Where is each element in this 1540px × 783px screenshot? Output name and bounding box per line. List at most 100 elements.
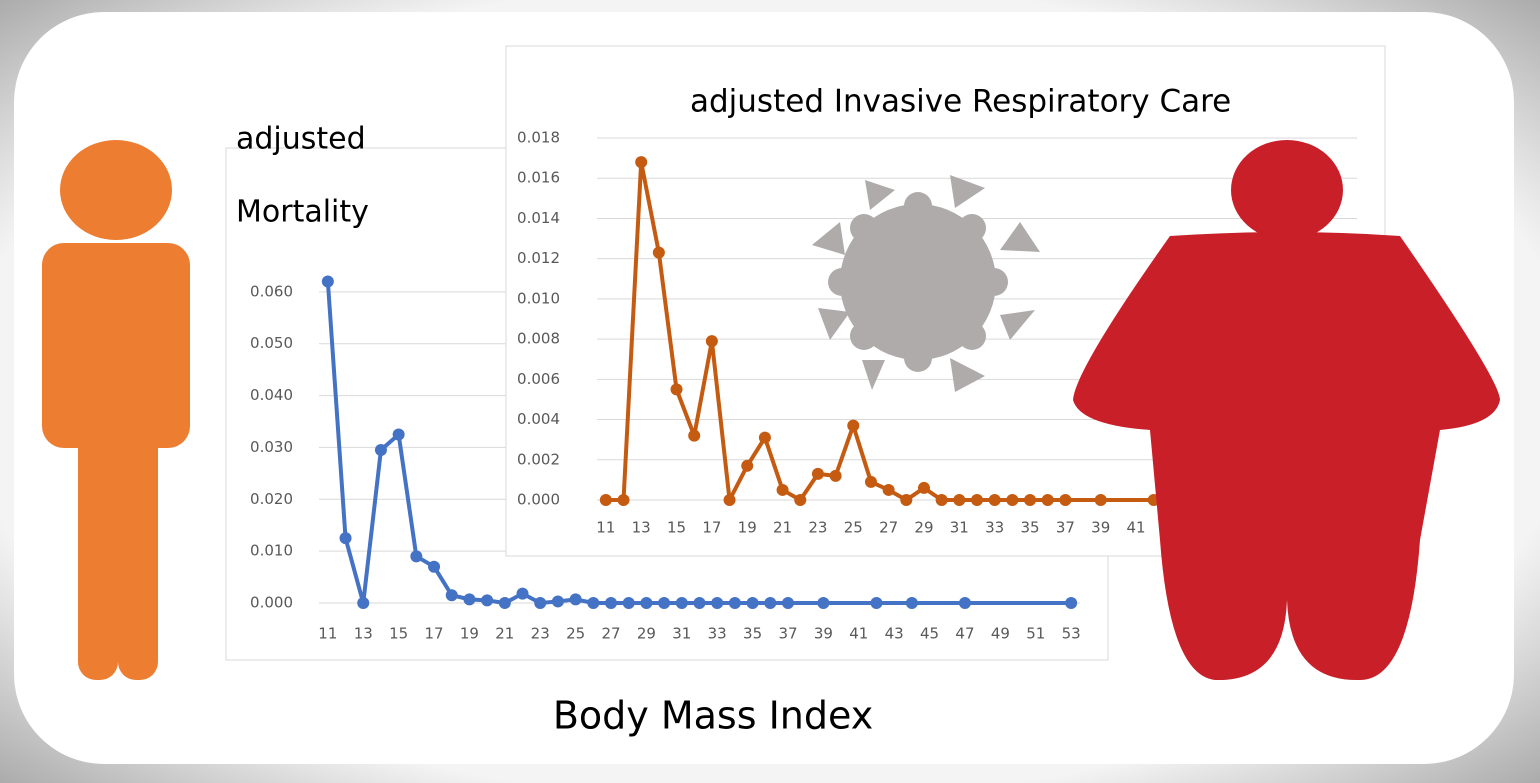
data-point <box>989 494 1001 506</box>
x-tick-label: 13 <box>632 519 651 537</box>
x-tick-label: 31 <box>950 519 969 537</box>
data-point <box>587 597 599 609</box>
x-tick-label: 39 <box>1091 519 1110 537</box>
page: {"chart_data": [ {"type": "line", "title… <box>0 0 1540 783</box>
x-tick-label: 31 <box>672 625 691 643</box>
x-tick-label: 49 <box>991 625 1010 643</box>
data-point <box>640 597 652 609</box>
chart-title: adjusted <box>236 122 366 157</box>
data-point <box>747 597 759 609</box>
data-point <box>676 597 688 609</box>
y-tick-label: 0.030 <box>250 438 293 456</box>
data-point <box>1024 494 1036 506</box>
y-tick-label: 0.004 <box>517 410 560 428</box>
data-point <box>900 494 912 506</box>
data-point <box>658 597 670 609</box>
data-point <box>759 432 771 444</box>
data-point <box>971 494 983 506</box>
data-point <box>552 595 564 607</box>
y-tick-label: 0.020 <box>250 490 293 508</box>
data-point <box>724 494 736 506</box>
data-point <box>393 428 405 440</box>
y-tick-label: 0.050 <box>250 334 293 352</box>
x-tick-label: 23 <box>531 625 550 643</box>
x-tick-label: 17 <box>702 519 721 537</box>
x-tick-label: 43 <box>885 625 904 643</box>
data-point <box>1006 494 1018 506</box>
data-point <box>463 593 475 605</box>
data-point <box>410 550 422 562</box>
x-tick-label: 41 <box>849 625 868 643</box>
x-tick-label: 21 <box>773 519 792 537</box>
x-tick-label: 35 <box>1020 519 1039 537</box>
data-point <box>830 470 842 482</box>
data-point <box>1065 597 1077 609</box>
x-tick-label: 39 <box>814 625 833 643</box>
data-point <box>618 494 630 506</box>
data-point <box>883 484 895 496</box>
x-tick-label: 21 <box>495 625 514 643</box>
data-point <box>959 597 971 609</box>
x-axis-label: Body Mass Index <box>553 694 873 738</box>
x-tick-label: 11 <box>596 519 615 537</box>
y-tick-label: 0.014 <box>517 209 560 227</box>
x-tick-label: 15 <box>389 625 408 643</box>
infographic: adjusted Mortality 0.000 0.010 0.020 0.030 0.0… <box>0 0 1540 783</box>
data-point <box>782 597 794 609</box>
data-point <box>605 597 617 609</box>
data-point <box>729 597 741 609</box>
y-tick-label: 0.010 <box>517 289 560 307</box>
x-tick-label: 35 <box>743 625 762 643</box>
data-point <box>671 383 683 395</box>
y-tick-label: 0.060 <box>250 282 293 300</box>
x-tick-label: 11 <box>318 625 337 643</box>
data-point <box>794 494 806 506</box>
data-point <box>428 561 440 573</box>
data-point <box>600 494 612 506</box>
data-point <box>1095 494 1107 506</box>
data-point <box>906 597 918 609</box>
data-point <box>653 247 665 259</box>
data-point <box>812 468 824 480</box>
x-tick-label: 13 <box>354 625 373 643</box>
chart-title: adjusted Invasive Respiratory Care <box>690 84 1231 120</box>
y-tick-label: 0.018 <box>517 129 560 147</box>
data-point <box>623 597 635 609</box>
x-tick-label: 15 <box>667 519 686 537</box>
x-tick-label: 19 <box>460 625 479 643</box>
data-point <box>870 597 882 609</box>
data-point <box>936 494 948 506</box>
x-tick-label: 47 <box>955 625 974 643</box>
data-point <box>446 589 458 601</box>
y-tick-label: 0.002 <box>517 450 560 468</box>
x-tick-label: 27 <box>879 519 898 537</box>
x-tick-label: 45 <box>920 625 939 643</box>
data-point <box>847 420 859 432</box>
data-point <box>517 588 529 600</box>
data-point <box>711 597 723 609</box>
data-point <box>340 532 352 544</box>
x-tick-label: 29 <box>914 519 933 537</box>
x-tick-label: 17 <box>424 625 443 643</box>
x-tick-label: 19 <box>738 519 757 537</box>
data-point <box>1059 494 1071 506</box>
data-point <box>1042 494 1054 506</box>
data-point <box>570 593 582 605</box>
data-point <box>375 444 387 456</box>
data-point <box>741 460 753 472</box>
data-point <box>357 597 369 609</box>
data-point <box>694 597 706 609</box>
data-point <box>635 156 647 168</box>
data-point <box>481 594 493 606</box>
y-tick-label: 0.010 <box>250 542 293 560</box>
chart-title: Mortality <box>236 195 369 230</box>
y-tick-label: 0.040 <box>250 386 293 404</box>
y-tick-label: 0.016 <box>517 169 560 187</box>
x-tick-label: 37 <box>778 625 797 643</box>
y-tick-label: 0.000 <box>250 594 293 612</box>
data-point <box>865 476 877 488</box>
x-tick-label: 37 <box>1056 519 1075 537</box>
x-tick-label: 41 <box>1127 519 1146 537</box>
y-tick-label: 0.000 <box>517 491 560 509</box>
x-tick-label: 29 <box>637 625 656 643</box>
